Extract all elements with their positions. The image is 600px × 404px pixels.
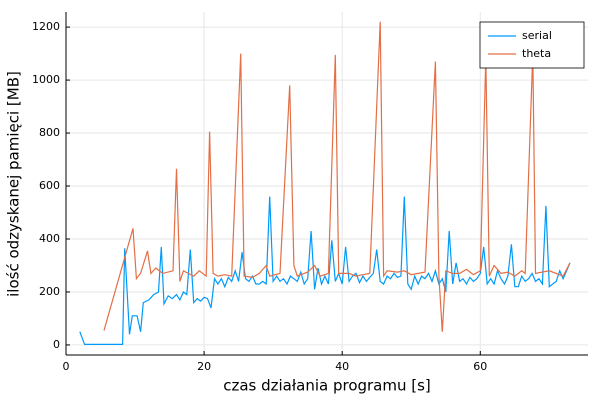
legend-box (479, 21, 585, 69)
y-tick-label: 600 (39, 179, 60, 192)
x-tick-label: 40 (335, 360, 349, 373)
y-axis-label: ilość odzyskanej pamięci [MB] (5, 71, 23, 297)
y-tick-label: 0 (53, 338, 60, 351)
x-tick-label: 20 (197, 360, 211, 373)
x-tick-label: 0 (63, 360, 70, 373)
legend-label: theta (522, 47, 551, 60)
y-tick-label: 400 (39, 232, 60, 245)
series-line (79, 196, 571, 345)
y-tick-label: 1200 (32, 20, 60, 33)
x-tick-label: 60 (473, 360, 487, 373)
series-line (103, 21, 571, 332)
legend-label: serial (522, 29, 552, 42)
y-tick-label: 800 (39, 126, 60, 139)
x-axis-label: czas działania programu [s] (223, 377, 431, 395)
y-tick-label: 1000 (32, 73, 60, 86)
y-tick-label: 200 (39, 285, 60, 298)
